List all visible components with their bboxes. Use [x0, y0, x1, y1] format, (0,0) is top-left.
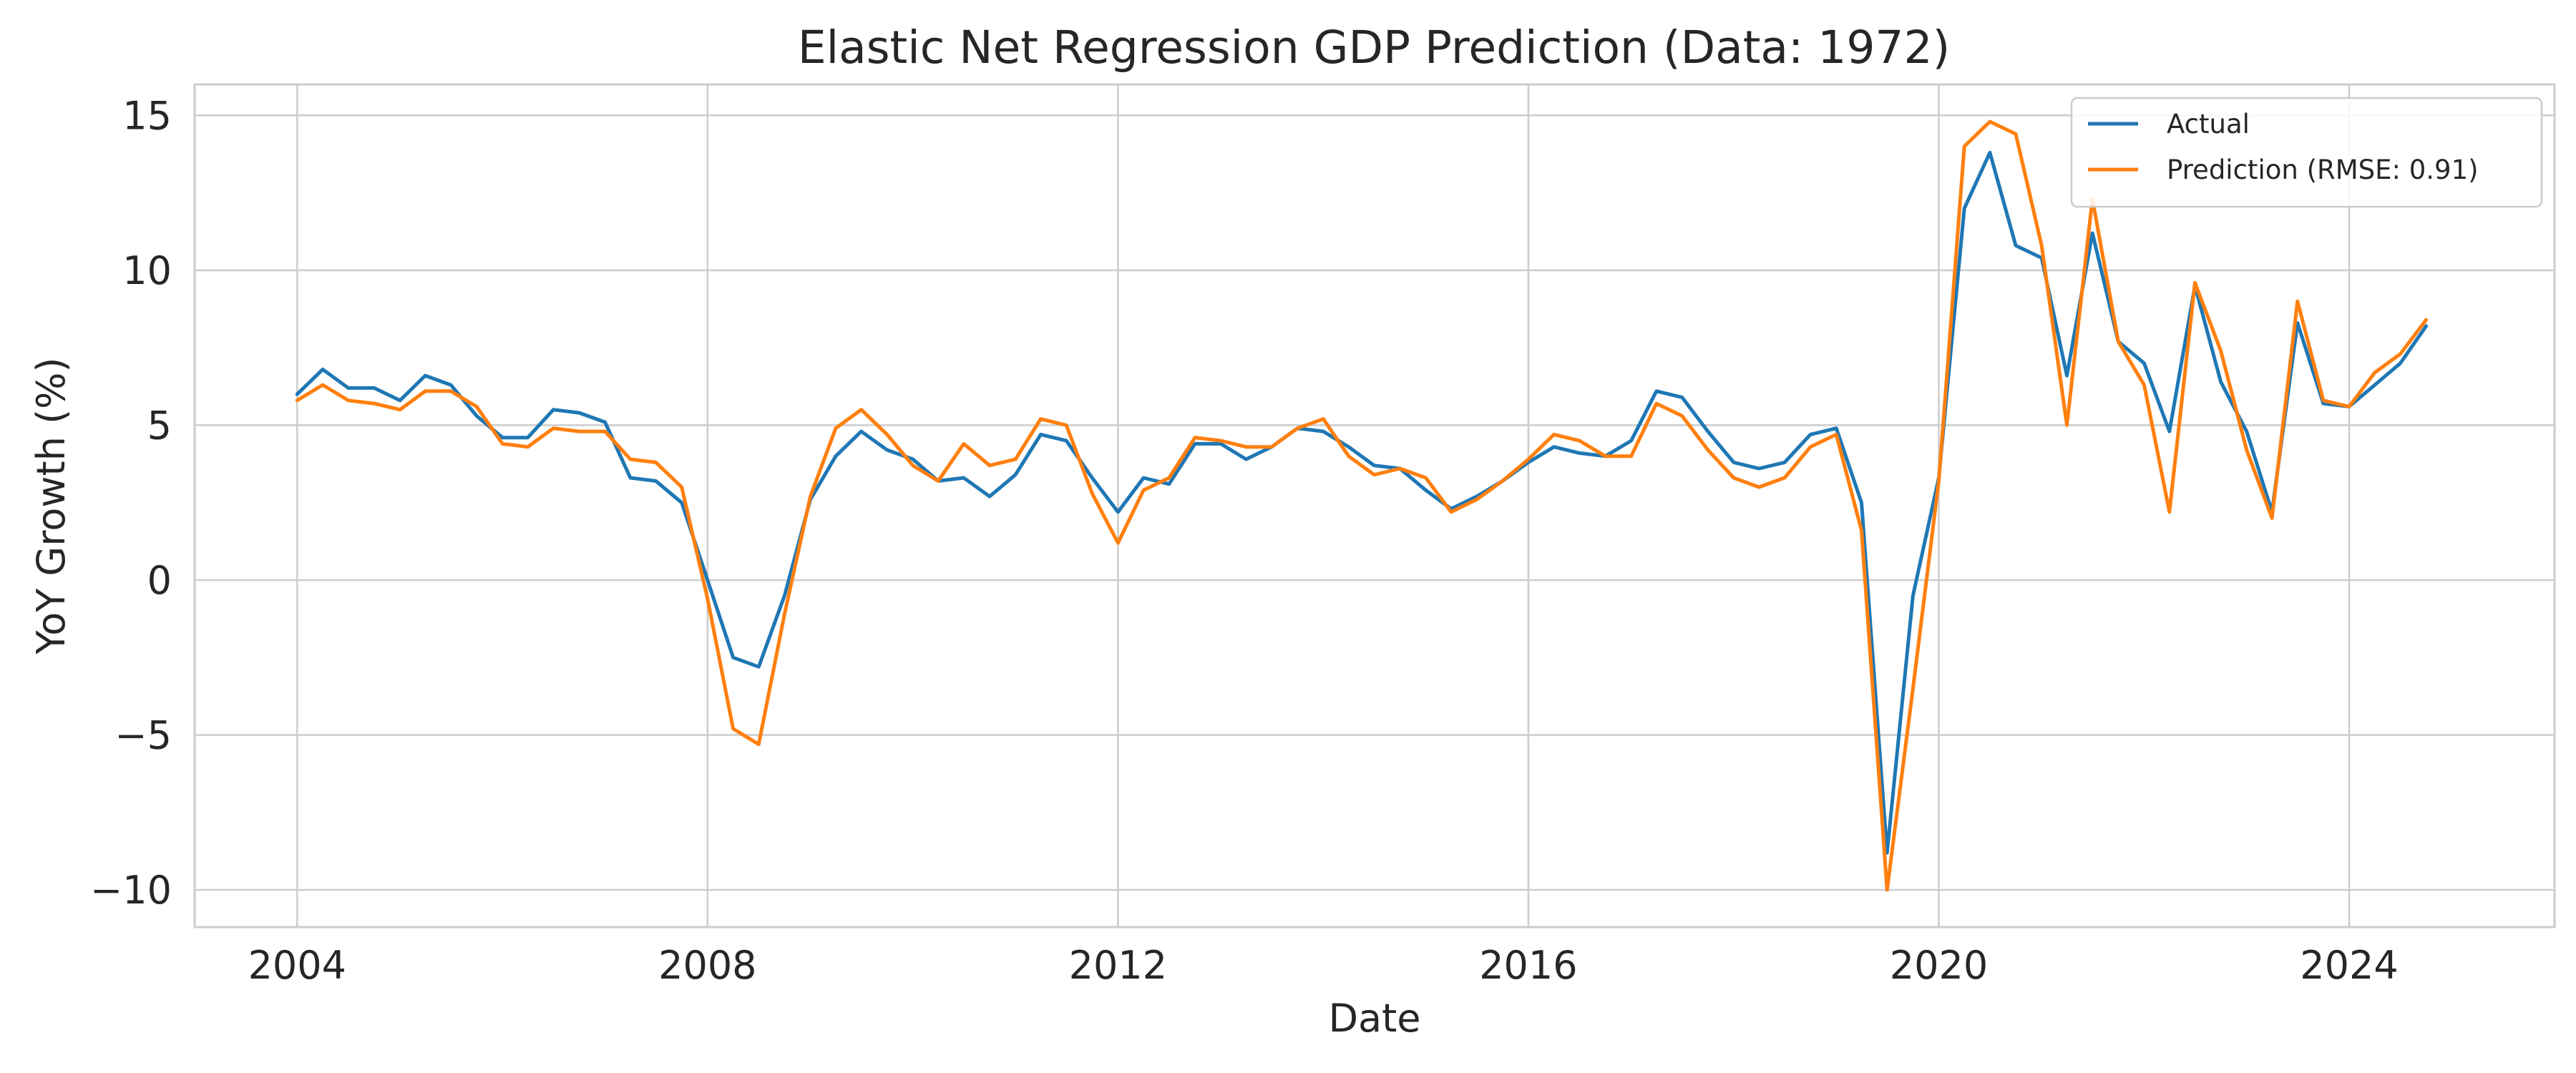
x-gridlines — [296, 84, 2351, 927]
x-tick-label: 2016 — [1479, 943, 1577, 988]
data-series — [295, 119, 2429, 892]
y-tick-label: −5 — [114, 712, 172, 758]
legend: Actual Prediction (RMSE: 0.91) — [2070, 97, 2543, 208]
legend-box — [2070, 97, 2543, 208]
chart-title: Elastic Net Regression GDP Prediction (D… — [798, 21, 1950, 74]
x-axis-tick-labels: 2004 2008 2012 2016 2020 2024 — [248, 943, 2399, 988]
x-tick-label: 2012 — [1069, 943, 1167, 988]
y-tick-label: 15 — [122, 93, 172, 138]
plot-area-frame — [193, 83, 2556, 929]
series-line-prediction — [295, 119, 2429, 892]
y-tick-label: 10 — [122, 248, 172, 293]
legend-label-actual: Actual — [2167, 109, 2250, 139]
x-axis-label: Date — [1328, 996, 1420, 1041]
y-tick-label: −10 — [90, 868, 172, 913]
x-tick-label: 2020 — [1890, 943, 1988, 988]
y-tick-label: 0 — [147, 558, 172, 603]
series-line-actual — [295, 150, 2429, 855]
y-tick-label: 5 — [147, 403, 172, 448]
x-tick-label: 2024 — [2300, 943, 2398, 988]
y-axis-tick-labels: −10 −5 0 5 10 15 — [90, 93, 172, 913]
x-tick-label: 2004 — [248, 943, 346, 988]
y-axis-label: YoY Growth (%) — [29, 357, 74, 655]
x-tick-label: 2008 — [658, 943, 756, 988]
legend-label-prediction: Prediction (RMSE: 0.91) — [2167, 155, 2479, 185]
